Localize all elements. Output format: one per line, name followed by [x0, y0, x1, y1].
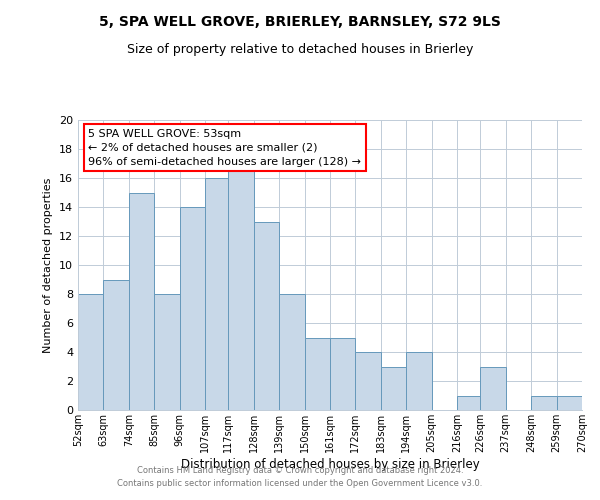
Bar — [205, 178, 228, 410]
Bar — [154, 294, 180, 410]
Bar — [180, 207, 205, 410]
Y-axis label: Number of detached properties: Number of detached properties — [43, 178, 53, 352]
Bar — [129, 192, 154, 410]
Bar — [254, 222, 279, 410]
Bar — [103, 280, 129, 410]
Bar — [305, 338, 330, 410]
Bar — [557, 396, 582, 410]
Bar — [381, 366, 406, 410]
Bar — [457, 396, 480, 410]
Bar — [228, 164, 254, 410]
Text: Contains HM Land Registry data © Crown copyright and database right 2024.
Contai: Contains HM Land Registry data © Crown c… — [118, 466, 482, 487]
Bar — [531, 396, 557, 410]
Text: Size of property relative to detached houses in Brierley: Size of property relative to detached ho… — [127, 42, 473, 56]
Text: 5 SPA WELL GROVE: 53sqm
← 2% of detached houses are smaller (2)
96% of semi-deta: 5 SPA WELL GROVE: 53sqm ← 2% of detached… — [88, 128, 361, 166]
Bar — [330, 338, 355, 410]
Bar — [480, 366, 506, 410]
Bar — [279, 294, 305, 410]
X-axis label: Distribution of detached houses by size in Brierley: Distribution of detached houses by size … — [181, 458, 479, 470]
Text: 5, SPA WELL GROVE, BRIERLEY, BARNSLEY, S72 9LS: 5, SPA WELL GROVE, BRIERLEY, BARNSLEY, S… — [99, 15, 501, 29]
Bar — [355, 352, 381, 410]
Bar — [78, 294, 103, 410]
Bar — [406, 352, 432, 410]
